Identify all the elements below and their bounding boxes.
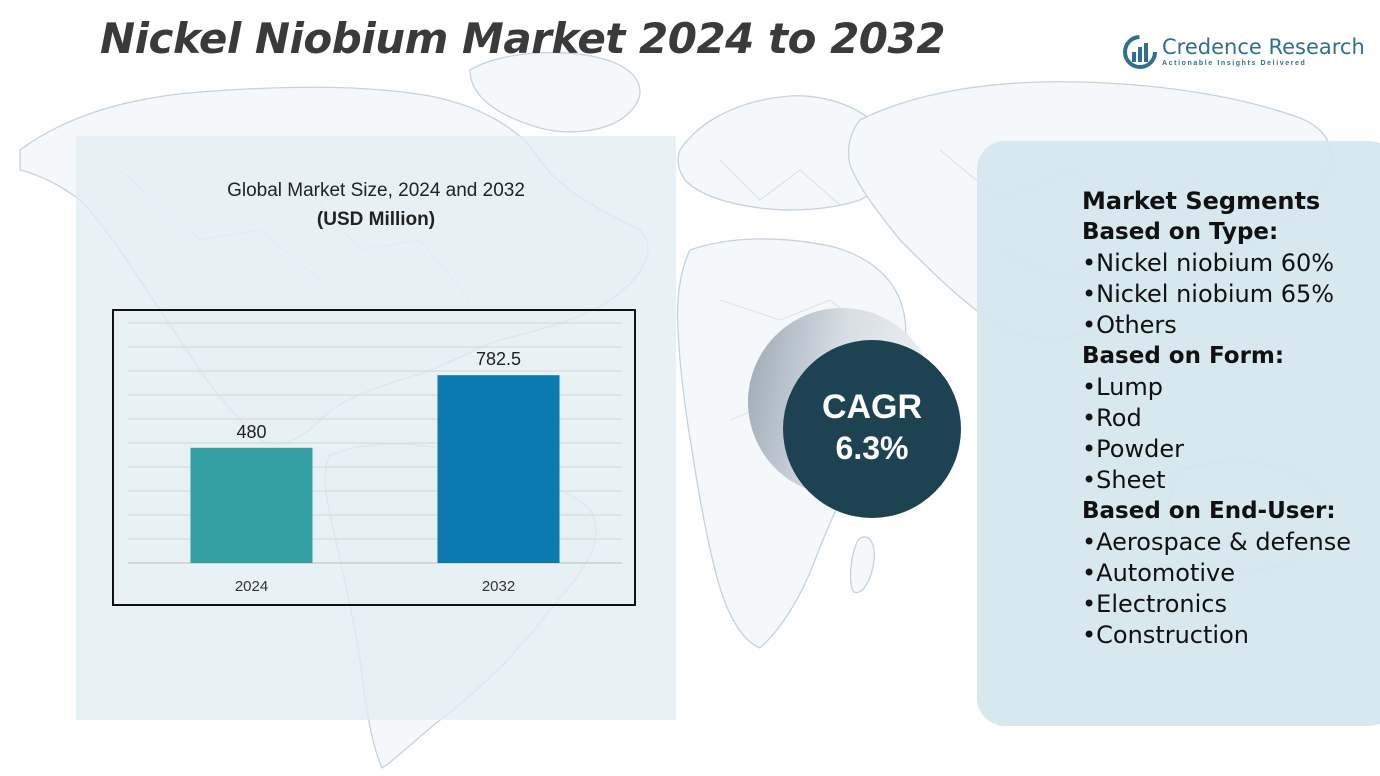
page-title: Nickel Niobium Market 2024 to 2032 <box>100 14 945 63</box>
bar-2024 <box>190 447 313 563</box>
data-label-2024: 480 <box>236 422 266 442</box>
cagr-badge: CAGR 6.3% <box>783 340 961 518</box>
map-europe <box>677 95 894 211</box>
chart-unit: (USD Million) <box>316 209 436 230</box>
segment-item: •Aerospace & defense <box>1082 528 1352 556</box>
map-madagascar <box>849 536 875 594</box>
segments-title: Market Segments <box>1082 187 1321 215</box>
brand-logo: Credence Research Actionable Insights De… <box>1122 34 1365 74</box>
segment-item: •Nickel niobium 60% <box>1082 249 1335 277</box>
bar-chart-svg: 480 2024 782.5 2032 <box>128 322 622 595</box>
credence-logo-icon <box>1123 35 1157 69</box>
segment-item: •Construction <box>1082 621 1249 649</box>
segment-item: •Lump <box>1082 373 1163 401</box>
cagr-label: CAGR <box>821 388 923 426</box>
segment-heading-type: Based on Type: <box>1082 219 1279 245</box>
segment-heading-form: Based on Form: <box>1082 343 1285 369</box>
x-tick-label-2024: 2024 <box>235 578 268 595</box>
map-greenland <box>469 52 641 133</box>
segments-panel <box>977 141 1380 726</box>
bars: 480 2024 782.5 2032 <box>190 349 560 595</box>
data-label-2032: 782.5 <box>476 349 521 369</box>
segment-item: •Sheet <box>1082 466 1166 494</box>
bar-2032 <box>437 375 560 563</box>
brand-name: Credence Research <box>1162 35 1365 59</box>
x-tick-label-2032: 2032 <box>482 578 515 595</box>
market-segments: Market Segments Based on Type: •Nickel n… <box>1082 186 1351 651</box>
segment-item: •Powder <box>1082 435 1184 463</box>
segment-item: •Rod <box>1082 404 1142 432</box>
brand-tagline: Actionable Insights Delivered <box>1162 60 1307 67</box>
segment-heading-end-user: Based on End-User: <box>1082 498 1336 524</box>
market-size-panel <box>76 136 676 720</box>
segment-item: •Electronics <box>1082 590 1227 618</box>
segment-item: •Automotive <box>1082 559 1235 587</box>
chart-heading: Global Market Size, 2024 and 2032 (USD M… <box>76 176 676 234</box>
segment-item: •Nickel niobium 65% <box>1082 280 1335 308</box>
bar-chart: 480 2024 782.5 2032 <box>112 309 636 606</box>
cagr-value: 6.3% <box>835 430 909 466</box>
segment-item: •Others <box>1082 311 1177 339</box>
chart-title: Global Market Size, 2024 and 2032 <box>227 180 525 201</box>
